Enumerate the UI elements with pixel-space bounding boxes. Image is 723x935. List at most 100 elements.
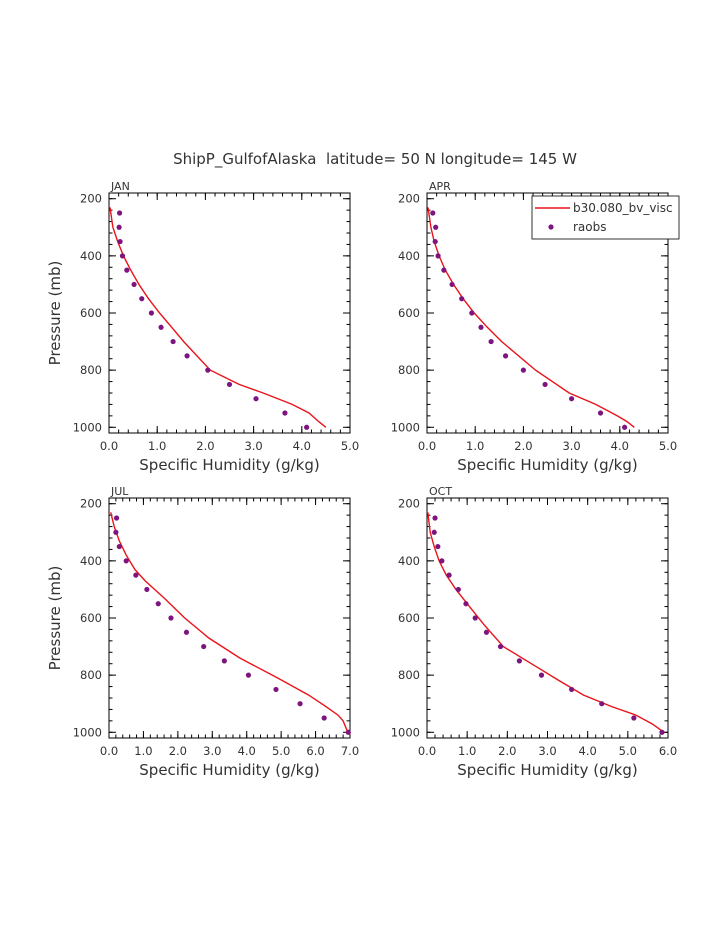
data-point-raobs [520, 367, 527, 373]
panel-jul: 0.0 1.0 2.0 3.0 4.0 5.0 6.0 7.0 200 400 600 800 1000… [46, 485, 359, 779]
y-tick-label: 1000 [391, 420, 420, 434]
data-point-raobs [131, 281, 137, 288]
x-tick-label: 2.0 [498, 744, 516, 758]
x-tick-label: 1.0 [466, 439, 484, 453]
x-tick-label: 6.0 [306, 744, 324, 758]
legend-dot-swatch [548, 224, 554, 230]
data-point-raobs [123, 558, 129, 564]
x-tick-label: 1.0 [148, 439, 166, 453]
plot-frame [108, 192, 351, 434]
y-tick-label: 200 [80, 192, 102, 206]
data-point-raobs [119, 253, 126, 259]
legend-label-model: b30.080_bv_visc [573, 201, 673, 215]
data-point-raobs [432, 238, 438, 245]
x-tick-label: 3.0 [562, 439, 580, 453]
data-point-raobs [184, 353, 190, 359]
panel-label: JAN [110, 180, 130, 193]
y-tick-label: 200 [398, 497, 420, 511]
x-tick-label: 4.0 [238, 744, 256, 758]
data-point-raobs [472, 615, 478, 621]
panel-jan: 0.0 1.0 2.0 3.0 4.0 5.0 200 400 600 800 1000 JAN Spe… [46, 180, 359, 474]
y-tick-label: 1000 [73, 420, 102, 434]
data-point-raobs [622, 424, 628, 430]
y-tick-label: 600 [80, 306, 102, 320]
data-point-raobs [432, 515, 438, 521]
y-tick-label: 400 [398, 249, 420, 263]
data-point-raobs [455, 586, 461, 593]
x-tick-label: 7.0 [341, 744, 359, 758]
x-tick-label: 5.0 [659, 439, 677, 453]
x-tick-label: 5.0 [619, 744, 637, 758]
data-point-raobs [516, 658, 522, 664]
data-point-raobs [502, 353, 509, 359]
data-point-raobs [133, 572, 139, 578]
data-point-raobs [170, 338, 176, 345]
x-axis-label: Specific Humidity (g/kg) [139, 761, 319, 779]
data-point-raobs [304, 424, 310, 430]
data-point-raobs [116, 543, 122, 550]
plot-frame [426, 497, 669, 739]
data-point-raobs [297, 701, 303, 707]
data-point-raobs [116, 224, 122, 230]
data-point-raobs [597, 410, 604, 416]
data-point-raobs [221, 658, 227, 664]
data-point-raobs [205, 367, 211, 373]
data-point-raobs [113, 529, 119, 535]
y-tick-label: 800 [80, 363, 102, 377]
data-point-raobs [431, 529, 437, 535]
data-point-raobs [441, 267, 447, 273]
data-point-raobs [538, 672, 545, 678]
series-line-model [110, 512, 351, 736]
panel-oct: 0.0 1.0 2.0 3.0 4.0 5.0 6.0 200 400 600 800 1000 OCT… [391, 485, 677, 779]
data-point-raobs [569, 396, 575, 402]
x-axis-label: Specific Humidity (g/kg) [457, 761, 637, 779]
data-point-raobs [124, 267, 130, 273]
x-tick-label: 4.0 [611, 439, 629, 453]
data-point-raobs [148, 310, 155, 316]
panels-group: 0.0 1.0 2.0 3.0 4.0 5.0 200 400 600 800 1000 JAN Spe… [46, 180, 677, 779]
data-point-raobs [117, 238, 123, 245]
x-tick-label: 4.0 [579, 744, 597, 758]
y-tick-label: 400 [80, 249, 102, 263]
data-point-raobs [631, 715, 637, 721]
data-point-raobs [183, 629, 190, 635]
x-tick-label: 2.0 [196, 439, 214, 453]
panel-apr: 0.0 1.0 2.0 3.0 4.0 5.0 200 400 600 800 1000 APR Spe… [391, 180, 677, 474]
data-point-raobs [463, 601, 469, 607]
data-point-raobs [201, 643, 207, 650]
x-tick-label: 5.0 [341, 439, 359, 453]
data-point-raobs [144, 586, 150, 593]
x-tick-label: 3.0 [538, 744, 556, 758]
series-line-model [427, 512, 665, 733]
y-tick-label: 400 [80, 554, 102, 568]
panel-label: JUL [110, 485, 129, 498]
data-point-raobs [446, 572, 452, 578]
y-tick-label: 200 [398, 192, 420, 206]
data-point-raobs [245, 672, 252, 678]
data-point-raobs [433, 224, 439, 230]
x-tick-label: 4.0 [293, 439, 311, 453]
data-point-raobs [282, 410, 288, 416]
data-point-raobs [659, 729, 665, 735]
y-tick-label: 600 [398, 306, 420, 320]
x-tick-label: 3.0 [203, 744, 221, 758]
legend-box [531, 195, 680, 240]
data-point-raobs [430, 210, 436, 216]
data-point-raobs [599, 701, 605, 707]
data-point-raobs [435, 253, 441, 259]
data-point-raobs [483, 629, 490, 635]
data-point-raobs [226, 381, 233, 388]
x-tick-label: 5.0 [272, 744, 290, 758]
y-axis-label: Pressure (mb) [46, 261, 64, 366]
data-point-raobs [155, 601, 161, 607]
x-tick-label: 0.0 [418, 744, 436, 758]
panel-label: APR [429, 180, 451, 193]
x-tick-label: 2.0 [514, 439, 532, 453]
y-tick-label: 800 [398, 363, 420, 377]
x-tick-label: 0.0 [418, 439, 436, 453]
series-line-model [427, 207, 635, 428]
y-axis-label: Pressure (mb) [46, 566, 64, 671]
data-point-raobs [488, 338, 494, 345]
data-point-raobs [113, 515, 120, 521]
